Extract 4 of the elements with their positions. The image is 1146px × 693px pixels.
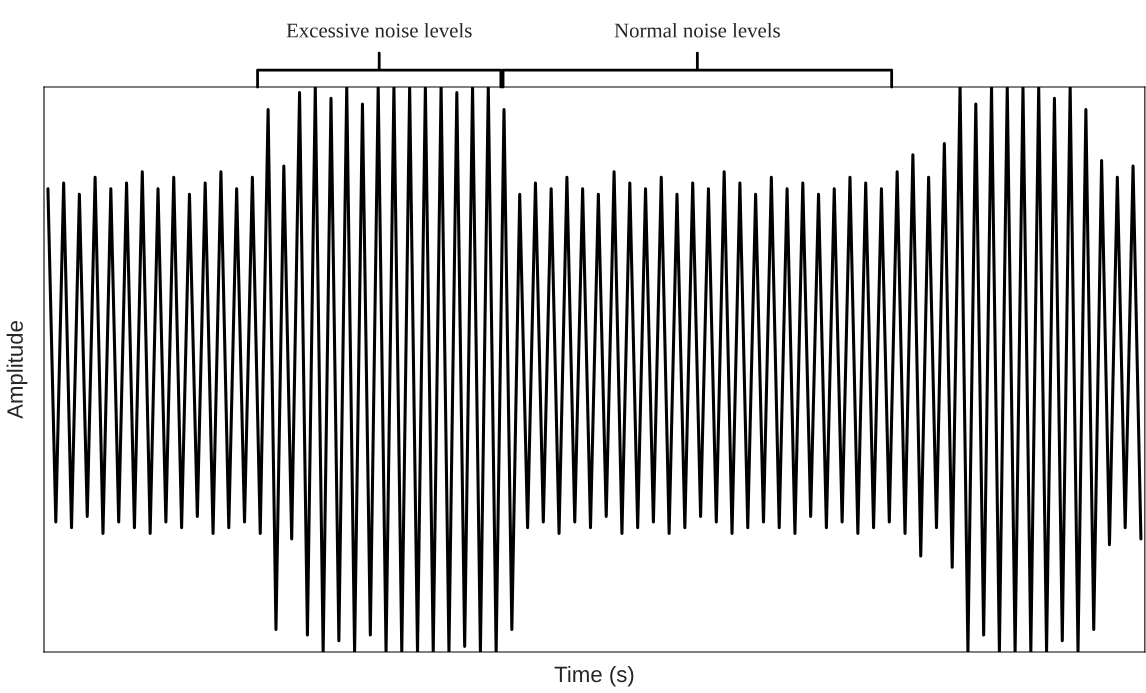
y-axis-title: Amplitude <box>6 321 28 419</box>
x-axis-title: Time (s) <box>554 665 634 687</box>
text: Excessive noise levels <box>286 22 472 38</box>
text: Normal noise levels <box>614 22 780 38</box>
